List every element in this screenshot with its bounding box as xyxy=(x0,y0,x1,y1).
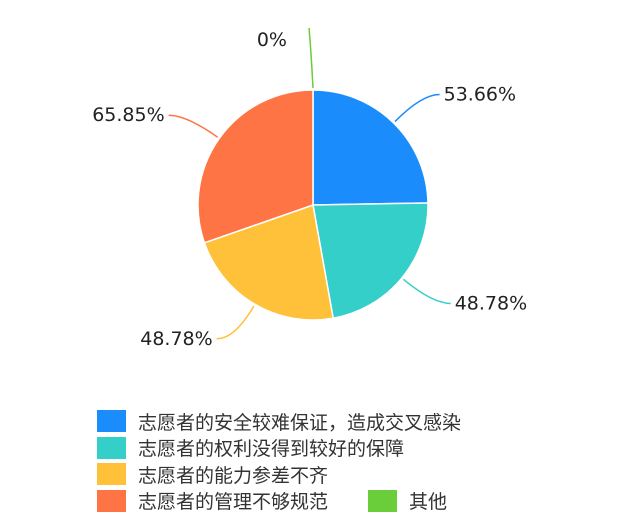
legend-label: 志愿者的权利没得到较好的保障 xyxy=(138,438,405,461)
leader-line xyxy=(394,93,440,123)
legend-label: 其他 xyxy=(409,491,448,514)
legend-item[interactable]: 志愿者的权利没得到较好的保障 xyxy=(97,435,461,462)
legend-item[interactable]: 志愿者的管理不够规范 其他 xyxy=(97,488,461,515)
legend-label: 志愿者的安全较难保证，造成交叉感染 xyxy=(138,411,462,434)
legend-swatch xyxy=(97,410,126,433)
legend: 志愿者的安全较难保证，造成交叉感染 志愿者的权利没得到较好的保障 志愿者的能力参… xyxy=(97,408,461,514)
data-label: 48.78% xyxy=(140,328,212,350)
leader-line xyxy=(308,27,314,89)
legend-label: 志愿者的能力参差不齐 xyxy=(138,464,329,487)
legend-item[interactable]: 志愿者的能力参差不齐 xyxy=(97,461,461,488)
data-label: 53.66% xyxy=(444,83,516,105)
data-label: 65.85% xyxy=(92,104,164,126)
data-label: 0% xyxy=(257,29,287,51)
legend-swatch xyxy=(97,463,126,486)
pie-slice[interactable] xyxy=(312,202,429,320)
pie-slice[interactable] xyxy=(197,89,314,244)
data-label: 48.78% xyxy=(455,292,527,314)
legend-swatch xyxy=(97,489,126,512)
legend-item[interactable]: 志愿者的安全较难保证，造成交叉感染 xyxy=(97,408,461,435)
leader-line xyxy=(168,114,219,138)
legend-swatch xyxy=(97,436,126,459)
pie-slice[interactable] xyxy=(312,89,429,206)
leader-line xyxy=(402,278,451,305)
legend-label: 志愿者的管理不够规范 xyxy=(138,491,329,514)
legend-item[interactable]: 其他 xyxy=(368,487,447,514)
leader-line xyxy=(216,305,255,340)
pie-chart: 53.66% 48.78% 48.78% 65.85% 0% xyxy=(92,27,527,350)
legend-swatch xyxy=(368,489,398,512)
pie-slice[interactable] xyxy=(203,204,335,321)
